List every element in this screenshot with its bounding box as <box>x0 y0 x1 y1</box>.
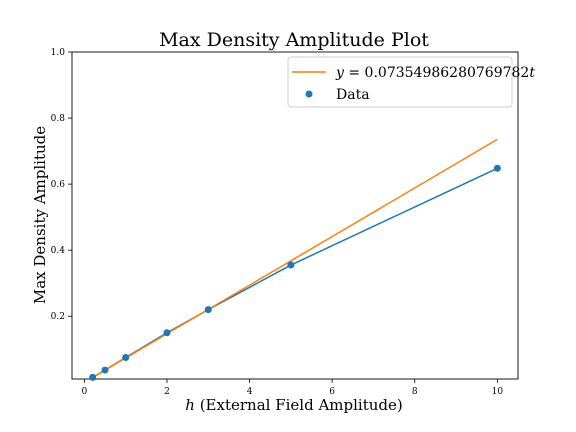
chart-title: Max Density Amplitude Plot <box>159 29 429 51</box>
x-tick-label: 6 <box>329 387 335 397</box>
axes <box>71 51 519 380</box>
y-tick-label: 0.6 <box>51 180 66 190</box>
x-axis-label: h (External Field Amplitude) <box>185 396 402 414</box>
legend-fit-eq: = 0.07354986280769782 <box>344 65 529 81</box>
legend-fit-label: y = 0.07354986280769782t <box>335 65 535 81</box>
x-tick-label: 0 <box>82 387 88 397</box>
x-tick-label: 4 <box>247 387 253 397</box>
fit-series-line <box>92 138 498 379</box>
legend-fit-y: y <box>335 65 345 81</box>
x-axis-label-text: (External Field Amplitude) <box>195 396 403 414</box>
x-axis-label-var: h <box>185 396 195 414</box>
plot-frame <box>71 51 519 380</box>
data-point <box>89 373 97 381</box>
legend: y = 0.07354986280769782t Data <box>287 56 535 108</box>
data-point <box>101 366 109 374</box>
y-tick-label: 0.8 <box>51 114 66 124</box>
data-point <box>122 354 130 362</box>
data-point <box>204 306 212 314</box>
plot-area <box>89 138 501 381</box>
y-ticks: 0.2 0.4 0.6 0.8 1.0 <box>51 48 72 322</box>
x-ticks: 0 2 4 6 8 10 <box>82 379 504 397</box>
y-tick-label: 1.0 <box>51 48 66 58</box>
y-tick-label: 0.4 <box>51 246 66 256</box>
y-tick-label: 0.2 <box>51 312 65 322</box>
legend-fit-t: t <box>529 65 535 81</box>
legend-data-label: Data <box>336 87 370 103</box>
data-point <box>163 329 171 337</box>
legend-data-swatch <box>305 90 313 98</box>
x-tick-label: 2 <box>164 387 170 397</box>
legend-box <box>287 56 513 108</box>
data-point <box>493 164 501 172</box>
data-point <box>287 261 295 269</box>
y-axis-label: Max Density Amplitude <box>31 126 49 304</box>
data-series-line <box>92 167 498 378</box>
x-tick-label: 8 <box>412 387 418 397</box>
x-tick-label: 10 <box>492 387 504 397</box>
